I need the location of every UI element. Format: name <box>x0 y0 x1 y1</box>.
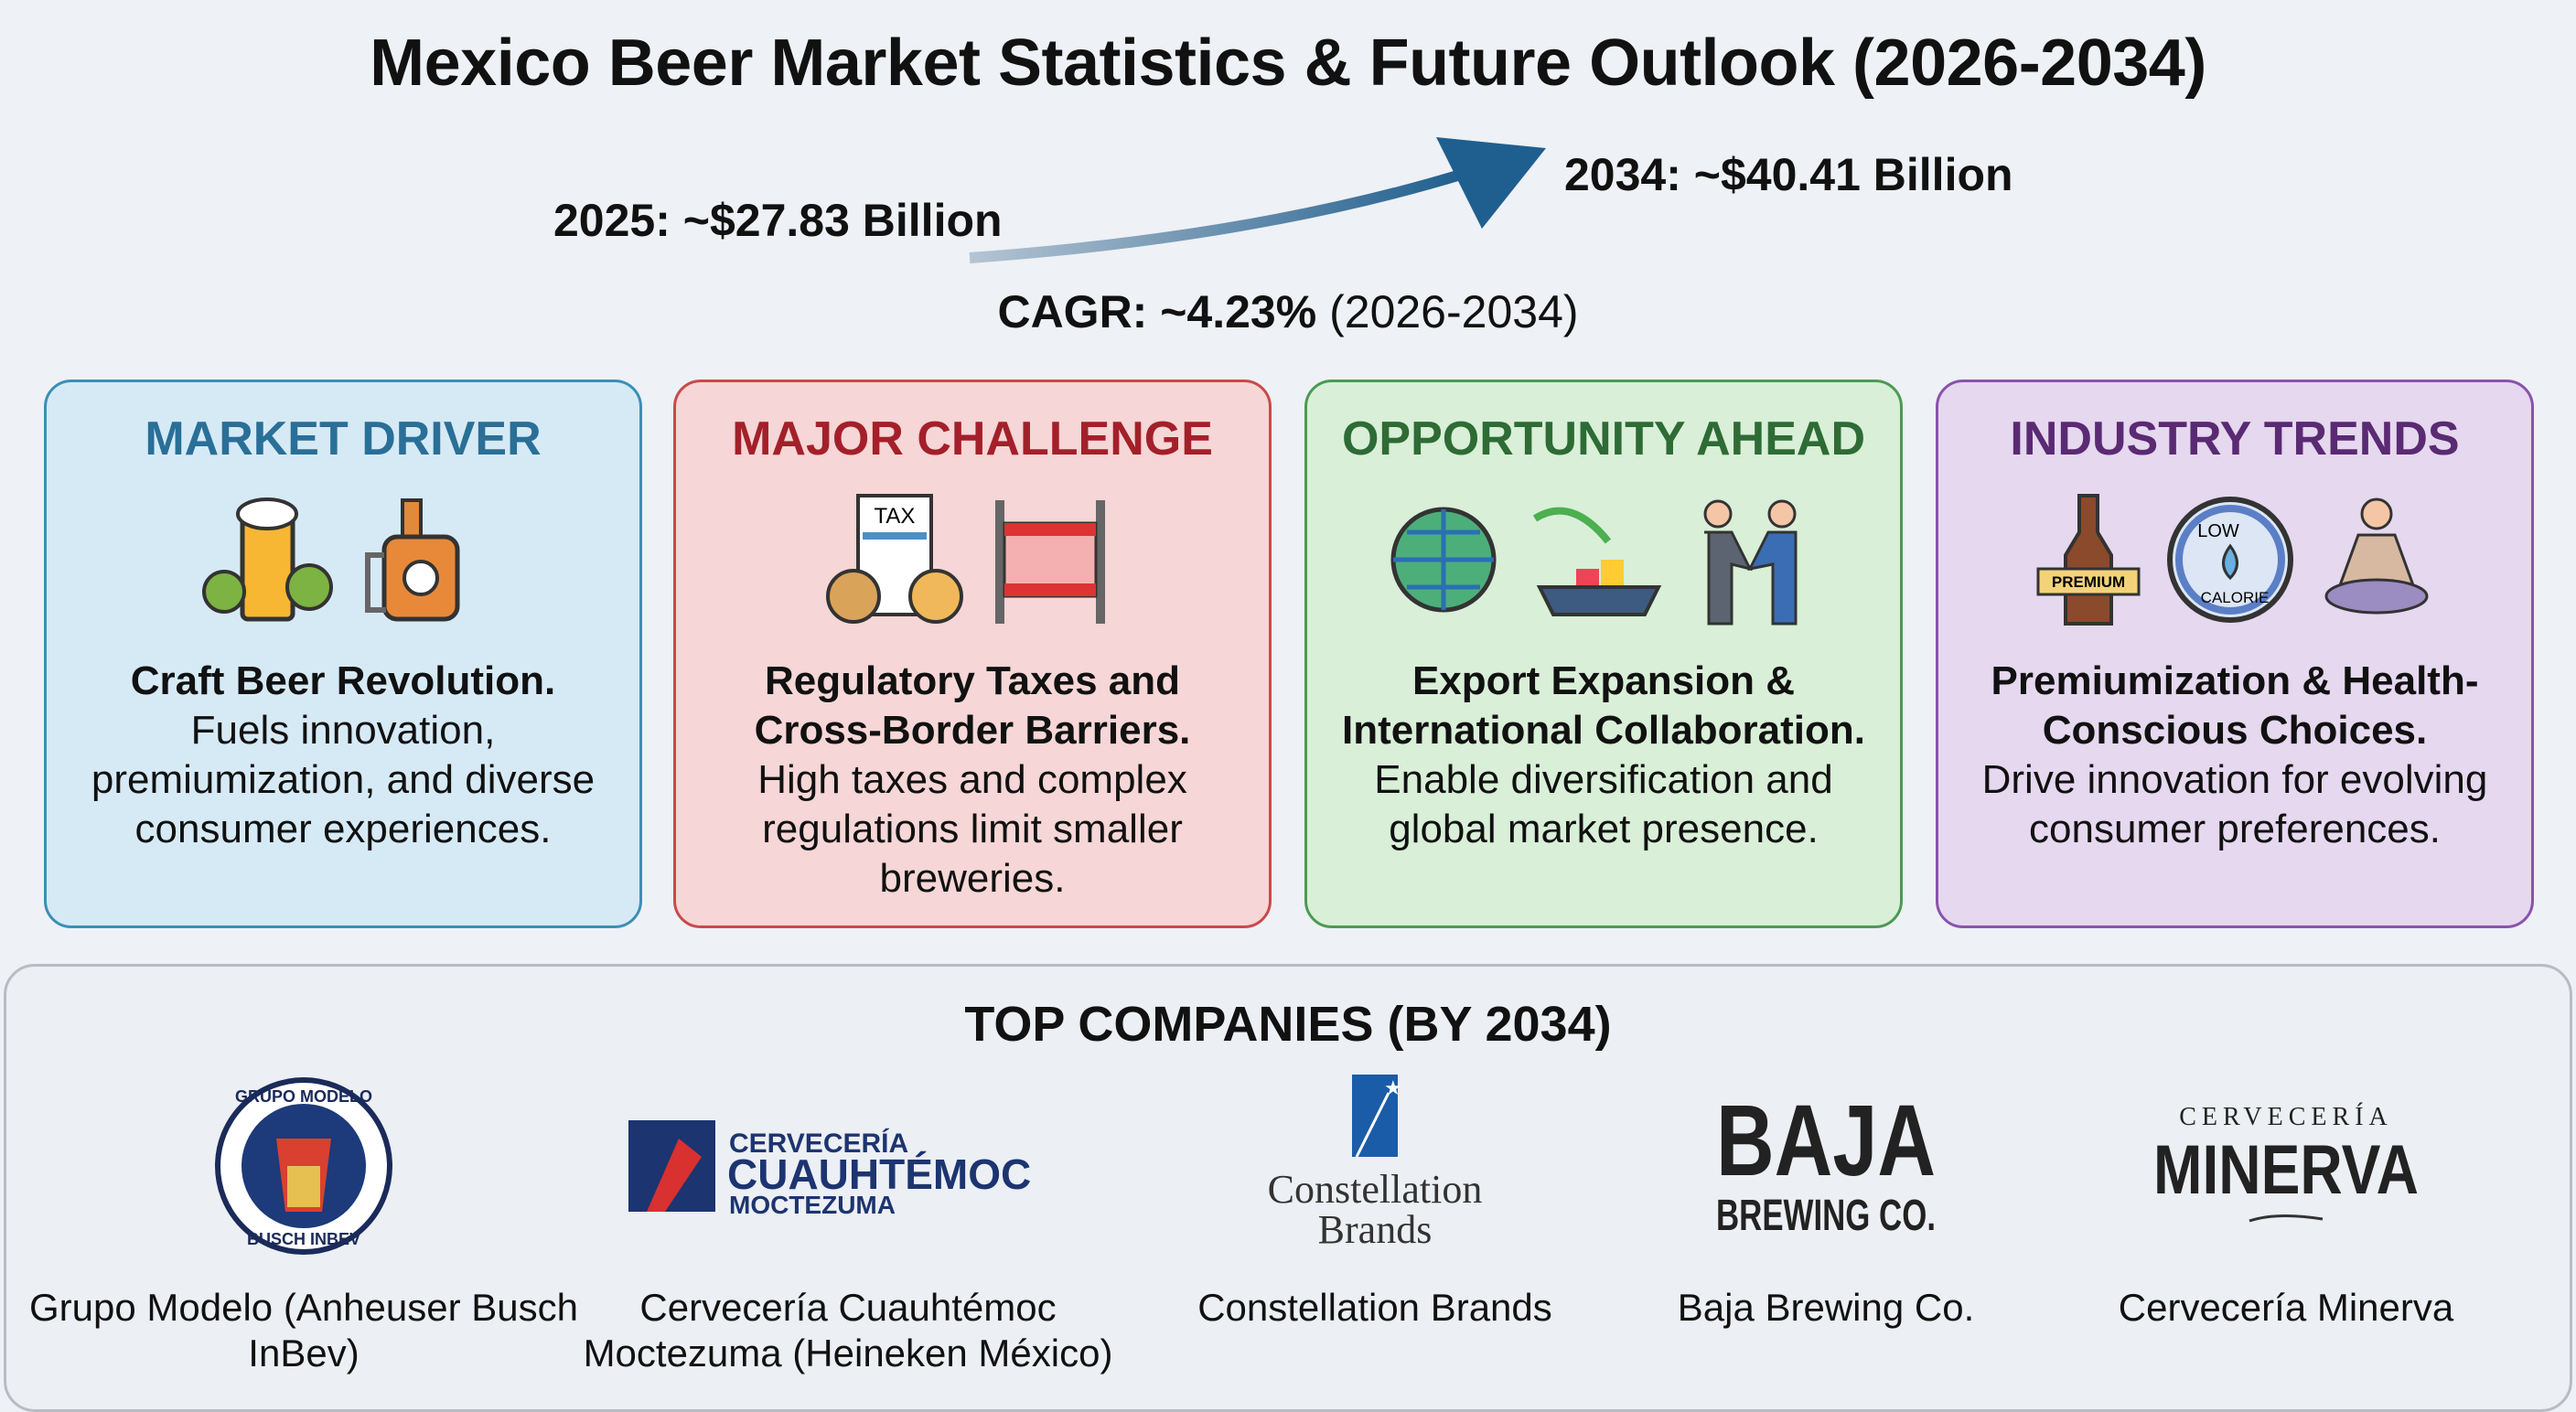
tax-money-bags-icon: TAX <box>826 494 963 624</box>
card-title: INDUSTRY TRENDS <box>2010 412 2460 465</box>
market-size-2034: 2034: ~$40.41 Billion <box>1564 149 2013 200</box>
card-opportunity-ahead: OPPORTUNITY AHEAD Export Expansion & Int… <box>1304 380 1903 928</box>
barrier-fence-icon <box>995 500 1105 624</box>
low-calorie-badge-icon: LOW CALORIE <box>2167 497 2293 623</box>
company-cuauhtemoc-moctezuma: CERVECERÍA CUAUHTÉMOC MOCTEZUMA Cervecería… <box>574 1075 1122 1376</box>
logo-text: CUAUHTÉMOC <box>727 1150 1031 1198</box>
logo-text: CERVECERÍA <box>2179 1103 2393 1131</box>
card-market-driver: MARKET DRIVER Craft Beer Revolution. Fue… <box>44 380 642 928</box>
card-title: MARKET DRIVER <box>145 412 542 465</box>
logo-text: Constellation <box>1268 1167 1483 1212</box>
premium-label: PREMIUM <box>2052 573 2125 591</box>
beer-glass-hops-icon <box>202 497 333 622</box>
logo-text: BUSCH INBEV <box>247 1230 360 1248</box>
company-name: Constellation Brands <box>1197 1286 1552 1329</box>
card-body: Fuels innovation, premiumization, and di… <box>91 708 596 851</box>
page-title: Mexico Beer Market Statistics & Future O… <box>370 27 2206 100</box>
logo-text: MOCTEZUMA <box>729 1191 896 1219</box>
premium-beer-bottle-icon: PREMIUM <box>2036 494 2141 626</box>
logo-text: Brands <box>1318 1207 1433 1252</box>
company-minerva: CERVECERÍA MINERVA Cervecería Minerva <box>2012 1075 2560 1331</box>
card-title: MAJOR CHALLENGE <box>732 412 1213 465</box>
svg-text:★: ★ <box>1384 1076 1402 1099</box>
company-grupo-modelo: GRUPO MODELO BUSCH INBEV Grupo Modelo (An… <box>29 1075 578 1376</box>
grupo-modelo-logo: GRUPO MODELO BUSCH INBEV <box>215 1077 392 1255</box>
cargo-ship-icon <box>1532 507 1662 616</box>
growth-arrow-icon <box>969 137 1546 263</box>
companies-title: TOP COMPANIES (BY 2034) <box>964 997 1612 1052</box>
company-name: Cervecería Minerva <box>2118 1286 2454 1329</box>
logo-text: MINERVA <box>2153 1131 2419 1209</box>
card-major-challenge: MAJOR CHALLENGE TAX Regulatory Taxes and… <box>673 380 1272 928</box>
meditation-person-icon <box>2324 497 2429 615</box>
card-industry-trends: INDUSTRY TRENDS PREMIUM LOW CALORIE Premi… <box>1936 380 2534 928</box>
company-constellation-brands: ★ Constellation Brands Constellation Brand… <box>1100 1075 1649 1331</box>
card-lead: Craft Beer Revolution. <box>130 658 556 703</box>
card-body: High taxes and complex regulations limit… <box>757 757 1187 901</box>
low-label: LOW <box>2197 521 2239 541</box>
card-lead: Export Expansion & International Collabo… <box>1341 658 1866 753</box>
calorie-label: CALORIE <box>2201 589 2270 606</box>
logo-text: CERVECERÍA <box>729 1128 908 1159</box>
logo-text: BAJA <box>1716 1085 1936 1197</box>
cagr-text: CAGR: ~4.23% (2026-2034) <box>0 285 2576 338</box>
market-size-2025: 2025: ~$27.83 Billion <box>553 195 1003 246</box>
card-lead: Regulatory Taxes and Cross-Border Barrie… <box>754 658 1191 753</box>
logo-text: GRUPO MODELO <box>235 1087 372 1106</box>
cagr-value: CAGR: ~4.23% <box>997 286 1317 337</box>
globe-icon <box>1390 507 1497 613</box>
card-body: Drive innovation for evolving consumer p… <box>1981 757 2488 851</box>
card-body: Enable diversification and global market… <box>1374 757 1833 851</box>
tax-label: TAX <box>875 504 916 529</box>
cagr-period: (2026-2034) <box>1329 286 1579 337</box>
card-lead: Premiumization & Health-Conscious Choice… <box>1991 658 2479 753</box>
top-companies-panel: TOP COMPANIES (BY 2034) GRUPO MODELO BUSC… <box>4 964 2572 1412</box>
logo-text: BREWING CO. <box>1716 1192 1936 1240</box>
company-name: Cervecería Cuauhtémoc Moctezuma (Heineke… <box>583 1286 1113 1375</box>
company-name: Grupo Modelo (Anheuser Busch InBev) <box>29 1286 578 1375</box>
company-baja-brewing: BAJA BREWING CO. Baja Brewing Co. <box>1551 1075 2100 1331</box>
handshake-icon <box>1703 499 1798 626</box>
card-title: OPPORTUNITY AHEAD <box>1341 412 1866 465</box>
brewing-kettle-icon <box>365 498 460 622</box>
company-name: Baja Brewing Co. <box>1677 1286 1975 1329</box>
